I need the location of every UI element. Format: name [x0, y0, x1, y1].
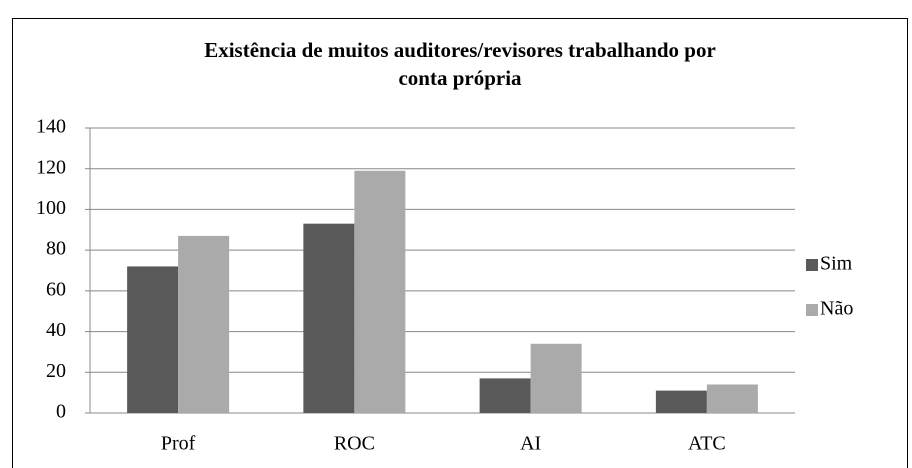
bar: [303, 223, 355, 413]
y-tick-label: 120: [36, 156, 66, 178]
x-tick-label: AI: [520, 433, 541, 455]
bar: [178, 235, 230, 413]
bar: [127, 266, 179, 413]
y-tick-label: 60: [46, 278, 66, 300]
x-tick-label: ROC: [334, 433, 375, 455]
chart-title: Existência de muitos auditores/revisores…: [204, 38, 716, 90]
bar: [706, 384, 758, 413]
bar: [479, 378, 531, 413]
bar: [655, 390, 707, 413]
y-tick-label: 20: [46, 360, 66, 382]
y-tick-label: 140: [36, 116, 66, 138]
legend-swatch: [806, 304, 818, 316]
y-tick-label: 0: [56, 401, 66, 423]
legend-swatch: [806, 259, 818, 271]
bar: [354, 170, 406, 413]
legend-label: Sim: [820, 253, 853, 275]
y-tick-label: 40: [46, 319, 66, 341]
x-tick-label: Prof: [161, 433, 196, 455]
y-tick-label: 80: [46, 238, 66, 260]
y-tick-label: 100: [36, 197, 66, 219]
x-tick-label: ATC: [688, 433, 726, 455]
legend-label: Não: [820, 298, 853, 320]
bar: [530, 343, 582, 413]
